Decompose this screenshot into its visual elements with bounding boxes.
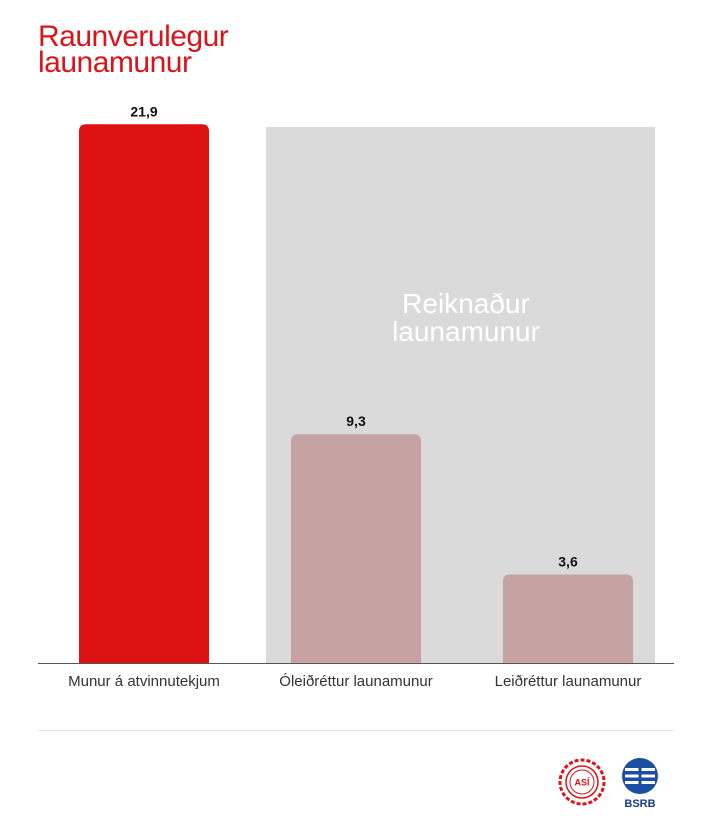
x-tick-label: Leiðréttur launamunur	[495, 673, 642, 690]
chart-title: Raunverulegur launamunur	[38, 20, 298, 79]
bar	[79, 124, 209, 663]
x-tick-label: Munur á atvinnutekjum	[68, 673, 220, 690]
bsrb-logo-icon	[622, 758, 658, 794]
bar-value-label: 9,3	[346, 413, 366, 429]
chart-title-line-2: launamunur	[38, 46, 192, 79]
footer-divider	[38, 730, 674, 731]
x-tick-label: Óleiðréttur launamunur	[279, 673, 432, 690]
bsrb-logo-text: BSRB	[624, 798, 656, 810]
bar-value-label: 3,6	[558, 553, 578, 569]
chart-title-line-1: Raunverulegur	[38, 20, 229, 53]
asi-logo-icon: ASÍ	[558, 758, 606, 806]
asi-logo-text: ASÍ	[574, 778, 590, 788]
bsrb-logo: BSRB	[616, 756, 664, 812]
bar	[503, 574, 633, 663]
bar-value-label: 21,9	[130, 103, 157, 119]
bar	[291, 434, 421, 663]
shaded-region-label-line: Reiknaður	[402, 288, 530, 319]
shaded-region-label-line: launamunur	[392, 316, 540, 347]
